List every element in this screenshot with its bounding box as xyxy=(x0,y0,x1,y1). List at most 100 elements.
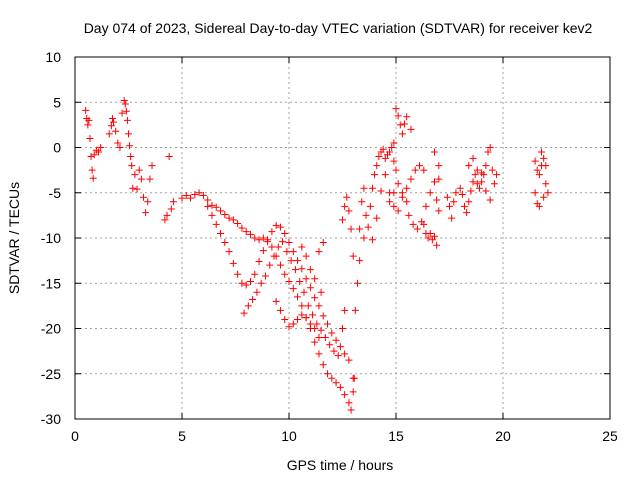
data-point xyxy=(187,194,195,202)
data-point xyxy=(199,191,207,199)
data-point xyxy=(123,116,131,124)
data-point xyxy=(276,261,284,269)
data-point xyxy=(97,144,105,151)
data-point xyxy=(86,134,94,142)
data-point xyxy=(407,175,415,183)
data-point xyxy=(386,198,394,206)
data-point xyxy=(433,241,441,249)
data-point xyxy=(298,265,306,273)
data-point xyxy=(257,279,265,287)
data-point xyxy=(302,275,310,283)
y-tick-label: -15 xyxy=(41,275,61,291)
data-point xyxy=(161,216,169,224)
data-point xyxy=(240,309,248,317)
data-point xyxy=(276,223,284,231)
data-point xyxy=(88,166,96,174)
chart-title: Day 074 of 2023, Sidereal Day-to-day VTE… xyxy=(84,20,593,36)
data-point xyxy=(486,196,494,204)
data-point xyxy=(490,180,498,188)
data-point xyxy=(332,379,340,387)
data-point xyxy=(281,315,289,323)
data-point xyxy=(302,252,310,260)
data-point xyxy=(324,320,332,328)
data-point xyxy=(360,184,368,192)
data-point xyxy=(458,191,466,199)
data-point xyxy=(390,202,398,210)
x-tick-label: 25 xyxy=(602,428,618,444)
data-point xyxy=(360,234,368,242)
data-point xyxy=(478,178,486,186)
data-point xyxy=(131,171,139,179)
data-point xyxy=(431,178,439,186)
data-point xyxy=(167,205,175,213)
data-point xyxy=(540,154,548,162)
data-point xyxy=(259,247,267,255)
data-point xyxy=(431,232,439,240)
data-point xyxy=(225,248,233,256)
data-point xyxy=(358,198,366,206)
data-point xyxy=(163,211,171,219)
data-point xyxy=(398,189,406,197)
data-series-sdtvar xyxy=(82,96,552,414)
data-point xyxy=(426,229,434,237)
data-point xyxy=(296,277,304,285)
data-point xyxy=(478,169,486,177)
data-point xyxy=(259,234,267,242)
data-point xyxy=(373,214,381,222)
data-point xyxy=(276,306,284,314)
data-point xyxy=(448,214,456,222)
data-point xyxy=(388,144,396,151)
data-point xyxy=(182,191,190,199)
data-point xyxy=(471,171,479,179)
data-point xyxy=(319,239,327,247)
y-axis-title: SDTVAR / TECUs xyxy=(6,182,22,294)
x-axis-title: GPS time / hours xyxy=(287,457,394,473)
data-point xyxy=(542,180,550,188)
data-point xyxy=(255,258,263,266)
data-point xyxy=(409,220,417,228)
data-point xyxy=(345,399,353,407)
x-tick-label: 0 xyxy=(71,428,79,444)
data-point xyxy=(298,243,306,251)
data-point xyxy=(364,223,372,231)
data-point xyxy=(377,187,385,195)
data-point xyxy=(475,184,483,192)
data-point xyxy=(392,166,400,174)
data-point xyxy=(108,115,116,123)
data-point xyxy=(456,184,464,192)
data-point xyxy=(446,202,453,210)
data-point xyxy=(169,198,177,206)
data-point xyxy=(403,198,411,206)
data-point xyxy=(411,166,419,174)
data-point xyxy=(208,201,216,209)
data-point xyxy=(390,189,398,197)
data-point xyxy=(242,281,250,289)
data-point xyxy=(326,341,334,349)
data-point xyxy=(272,297,280,305)
data-point xyxy=(281,270,289,278)
data-point xyxy=(120,96,128,104)
data-point xyxy=(229,259,237,267)
data-point xyxy=(392,105,400,113)
data-point xyxy=(283,248,291,256)
data-point xyxy=(428,236,436,244)
data-point xyxy=(431,148,439,156)
data-point xyxy=(238,279,246,287)
data-point xyxy=(84,121,92,129)
data-point xyxy=(336,383,344,391)
data-point xyxy=(347,225,355,233)
data-point xyxy=(89,174,97,182)
data-point xyxy=(234,270,242,278)
data-point xyxy=(315,248,323,256)
data-point xyxy=(339,216,346,224)
data-point xyxy=(356,225,364,233)
data-point xyxy=(394,180,402,188)
data-point xyxy=(128,162,136,170)
data-point xyxy=(272,221,280,229)
data-point xyxy=(426,189,434,197)
y-tick-label: 10 xyxy=(45,49,61,65)
data-point xyxy=(403,184,411,192)
data-point xyxy=(144,198,152,206)
data-point xyxy=(420,166,428,174)
